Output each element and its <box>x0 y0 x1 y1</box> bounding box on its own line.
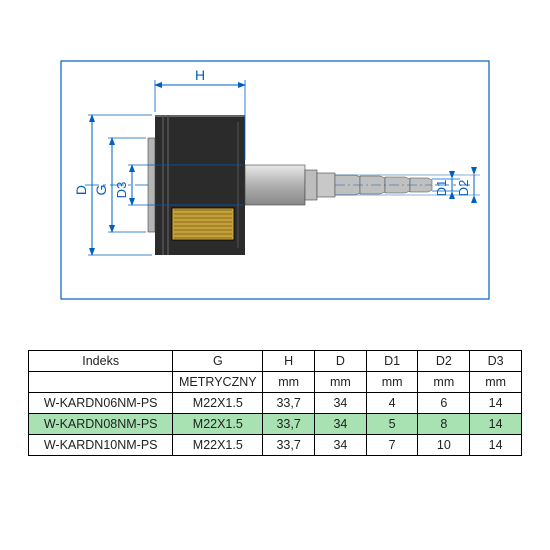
table-cell: 7 <box>366 435 418 456</box>
table-units-row: METRYCZNYmmmmmmmmmm <box>29 372 522 393</box>
table-cell: 14 <box>470 414 522 435</box>
table-cell: 5 <box>366 414 418 435</box>
table-cell: 14 <box>470 435 522 456</box>
table-cell: 33,7 <box>263 414 315 435</box>
units-cell: mm <box>263 372 315 393</box>
table-cell: 10 <box>418 435 470 456</box>
table-cell: 34 <box>315 393 367 414</box>
units-cell <box>29 372 173 393</box>
table-cell: M22X1.5 <box>173 435 263 456</box>
units-cell: mm <box>366 372 418 393</box>
table-header-row: IndeksGHDD1D2D3 <box>29 351 522 372</box>
spec-table: IndeksGHDD1D2D3 METRYCZNYmmmmmmmmmm W-KA… <box>28 350 522 456</box>
table-row: W-KARDN10NM-PSM22X1.533,73471014 <box>29 435 522 456</box>
technical-drawing: H D G D3 D1 D2 <box>60 60 490 300</box>
units-cell: mm <box>315 372 367 393</box>
table-cell: 34 <box>315 435 367 456</box>
units-cell: METRYCZNY <box>173 372 263 393</box>
units-cell: mm <box>470 372 522 393</box>
col-header: H <box>263 351 315 372</box>
col-header: Indeks <box>29 351 173 372</box>
table-cell: 34 <box>315 414 367 435</box>
units-cell: mm <box>418 372 470 393</box>
table-cell: 4 <box>366 393 418 414</box>
table-cell: M22X1.5 <box>173 414 263 435</box>
table-cell: 8 <box>418 414 470 435</box>
table-cell: W-KARDN08NM-PS <box>29 414 173 435</box>
table-cell: 14 <box>470 393 522 414</box>
dim-label-d1: D1 <box>434 180 449 197</box>
table-cell: 6 <box>418 393 470 414</box>
dim-label-h: H <box>195 67 205 83</box>
col-header: D3 <box>470 351 522 372</box>
table-cell: 33,7 <box>263 393 315 414</box>
dim-label-g: G <box>93 185 109 196</box>
dim-label-d: D <box>73 185 89 195</box>
col-header: D1 <box>366 351 418 372</box>
col-header: G <box>173 351 263 372</box>
table-row: W-KARDN08NM-PSM22X1.533,7345814 <box>29 414 522 435</box>
col-header: D <box>315 351 367 372</box>
dim-label-d2: D2 <box>456 180 471 197</box>
table-cell: W-KARDN06NM-PS <box>29 393 173 414</box>
table-cell: M22X1.5 <box>173 393 263 414</box>
col-header: D2 <box>418 351 470 372</box>
table-cell: W-KARDN10NM-PS <box>29 435 173 456</box>
table-cell: 33,7 <box>263 435 315 456</box>
dimensions-table: IndeksGHDD1D2D3 METRYCZNYmmmmmmmmmm W-KA… <box>28 350 522 456</box>
table-row: W-KARDN06NM-PSM22X1.533,7344614 <box>29 393 522 414</box>
dim-label-d3: D3 <box>114 182 129 199</box>
